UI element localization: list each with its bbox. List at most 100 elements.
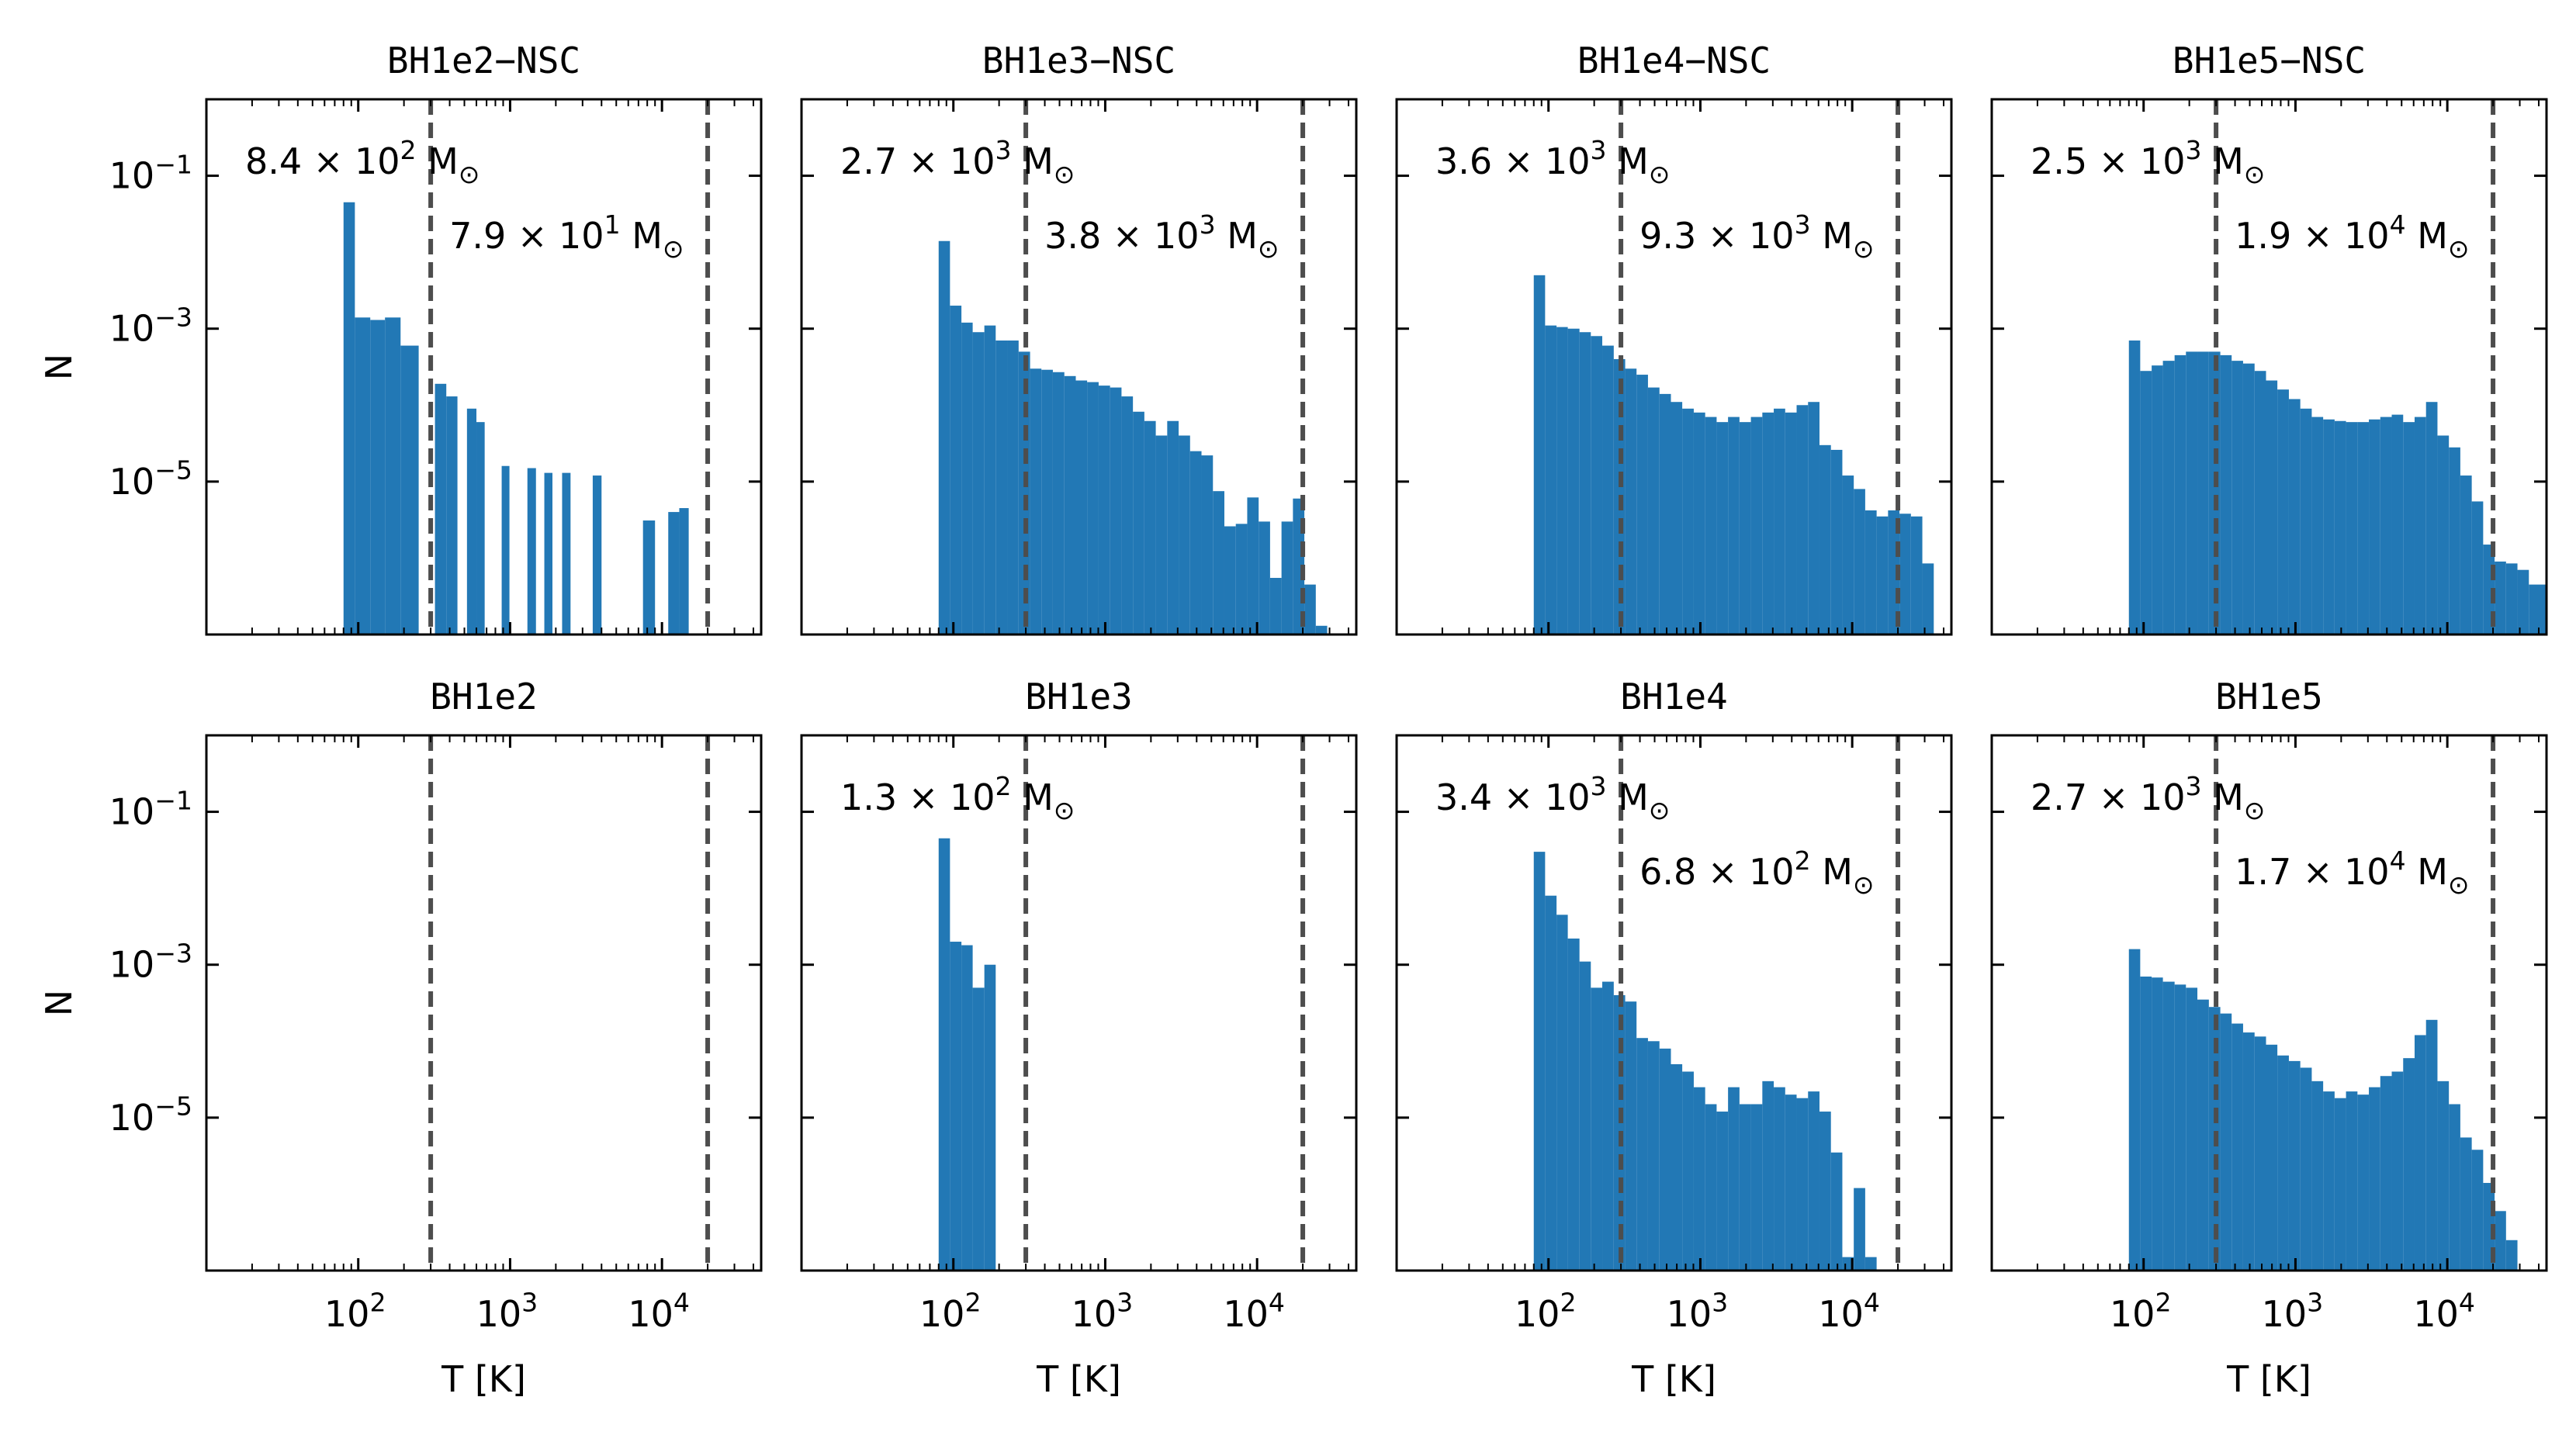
histogram-bar (1636, 375, 1648, 635)
x-axis-label: T [K] (441, 1358, 526, 1400)
x-tick-label-mantissa: 10 (324, 1293, 370, 1335)
histogram-bar (2311, 1081, 2324, 1271)
panel-title: BH1e5 (2215, 676, 2322, 718)
histogram-bar (1830, 1152, 1843, 1271)
mass-label-right-times: × 10 (506, 215, 604, 257)
y-axis-label: N (38, 354, 80, 380)
histogram-bar (2300, 1067, 2312, 1271)
tick-marks (1395, 99, 1951, 635)
axes-frame (1990, 734, 2548, 1272)
y-tick-label-mantissa: 10 (109, 791, 155, 833)
x-tick-label-exponent: 2 (369, 1288, 386, 1318)
histogram-bar (2357, 1094, 2370, 1271)
x-axis-label: T [K] (1631, 1358, 1716, 1400)
histogram-bar (2174, 984, 2186, 1271)
x-tick-label: 104 (628, 1288, 690, 1335)
panel-title: BH1e3−NSC (982, 40, 1175, 81)
bars (938, 838, 996, 1271)
x-tick-label: 104 (2413, 1288, 2475, 1335)
histogram-bar (2403, 1058, 2415, 1271)
x-tick-label-exponent: 4 (1269, 1288, 1285, 1318)
histogram-bar (2495, 1211, 2506, 1271)
histogram-bar (1647, 387, 1660, 635)
histogram-bar (1728, 417, 1740, 635)
y-tick-label-exponent: −5 (154, 455, 192, 486)
histogram-bar (2140, 976, 2152, 1271)
mass-label-left-mantissa: 2.7 (840, 140, 897, 182)
histogram-bar (961, 322, 973, 635)
histogram-bar (2128, 340, 2141, 635)
histogram-bar (370, 320, 386, 635)
histogram-bar (1647, 1041, 1660, 1271)
histogram-bar (2242, 1032, 2255, 1271)
histogram-bar (679, 508, 689, 635)
histogram-bar (1830, 449, 1843, 635)
histogram-bar (446, 396, 458, 635)
tick-marks (1395, 735, 1951, 1271)
mass-label-left-exponent: 2 (400, 135, 416, 165)
histogram-bar (2414, 417, 2426, 635)
axes-frame (800, 734, 1358, 1272)
histogram-bar (1133, 411, 1144, 635)
histogram-bar (2288, 399, 2301, 635)
histogram-bar (2174, 354, 2186, 635)
mass-label-left-times: × 10 (2087, 776, 2185, 818)
histogram-bar (2288, 1060, 2301, 1271)
histogram-bar (1556, 327, 1568, 635)
mass-label-left-unit: M (1606, 140, 1648, 182)
histogram-bar (2425, 402, 2438, 635)
x-tick-label-exponent: 2 (964, 1288, 981, 1318)
histogram-bar (1796, 1098, 1809, 1271)
x-tick-label-mantissa: 10 (1072, 1293, 1117, 1335)
histogram-bar (1819, 1112, 1831, 1271)
y-tick-label: 10−3 (109, 938, 192, 985)
x-tick-label-mantissa: 10 (919, 1293, 965, 1335)
histogram-bar (1854, 1188, 1865, 1271)
histogram-bar (2495, 561, 2506, 635)
histogram-bar (1682, 1071, 1694, 1271)
histogram-bar (2460, 475, 2472, 635)
histogram-bar (400, 345, 419, 635)
y-tick-label: 10−5 (109, 455, 192, 503)
x-tick-label: 103 (1072, 1288, 1134, 1335)
histogram-bar (1591, 336, 1603, 635)
panel-title: BH1e4 (1620, 676, 1727, 718)
histogram-bar (544, 472, 552, 635)
histogram-bar (1762, 1081, 1774, 1271)
mass-label-left: 3.6 × 103 M⊙ (1435, 135, 1670, 189)
y-tick-label: 10−1 (109, 785, 192, 832)
histogram-bar (2254, 1036, 2266, 1271)
histogram-bar (2208, 351, 2221, 635)
mass-label-left-mantissa: 2.5 (2031, 140, 2087, 182)
histogram-bar (2277, 389, 2289, 635)
histogram-bar (562, 472, 571, 635)
histogram-bar (2162, 981, 2175, 1271)
histogram-bar (2254, 371, 2266, 635)
histogram-bar (1567, 328, 1580, 635)
histogram-bar (1899, 513, 1911, 635)
mass-label-left-mantissa: 1.3 (840, 776, 897, 818)
mass-label-left-mantissa: 2.7 (2031, 776, 2087, 818)
mass-label-right-times: × 10 (2291, 851, 2389, 893)
histogram-bar (2220, 1013, 2232, 1271)
histogram-bar (1910, 516, 1923, 635)
histogram-bar (1533, 852, 1546, 1271)
histogram-bar (2186, 351, 2198, 635)
mass-label-right-times: × 10 (1101, 215, 1199, 257)
x-tick-label-exponent: 4 (2459, 1288, 2475, 1318)
mass-label-right: 6.8 × 102 M⊙ (1639, 845, 1874, 900)
histogram-bar (1018, 351, 1030, 635)
histogram-bar (1030, 368, 1042, 635)
histogram-bar (1922, 563, 1934, 635)
mass-label-right-sun-symbol: ⊙ (2448, 233, 2470, 264)
panel-title: BH1e5−NSC (2173, 40, 2366, 81)
histogram-bar (2449, 1104, 2460, 1271)
mass-label-left: 1.3 × 102 M⊙ (840, 771, 1075, 825)
mass-label-left-sun-symbol: ⊙ (2244, 795, 2266, 825)
